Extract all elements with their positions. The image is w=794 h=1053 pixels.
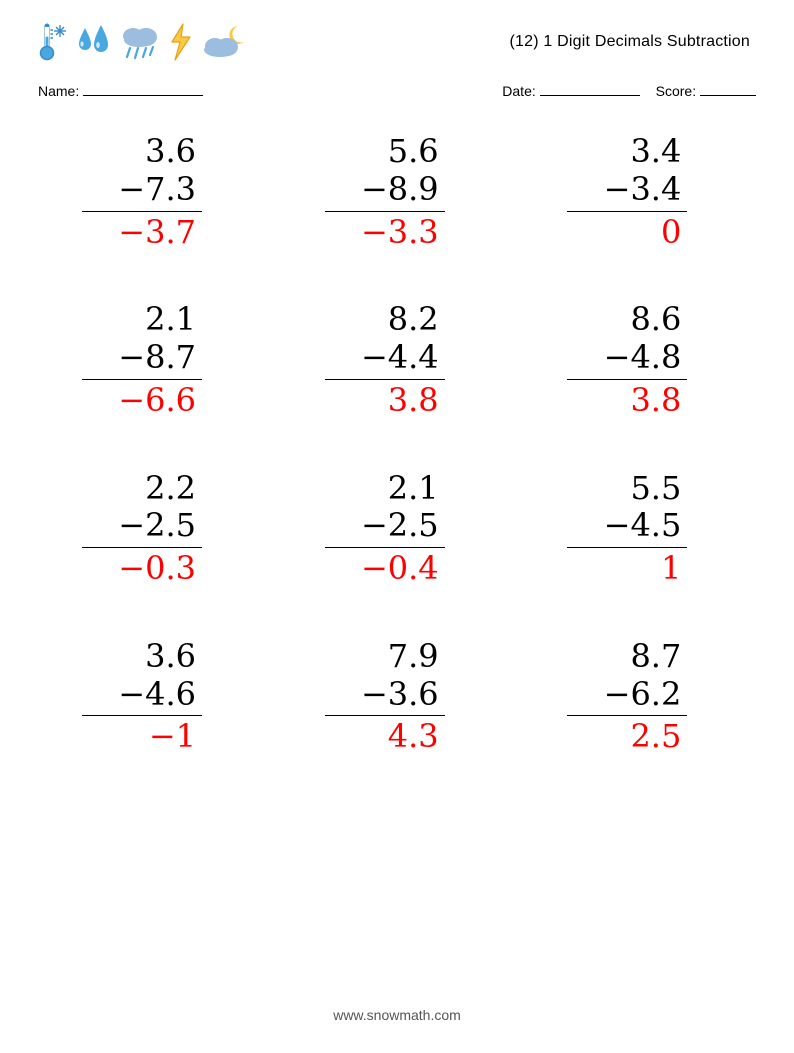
- subtrahend: −8.9: [325, 171, 445, 212]
- lightning-icon: [166, 22, 196, 62]
- problem-3: 3.4−3.40: [567, 133, 687, 251]
- answer: −3.3: [325, 212, 445, 252]
- subtrahend: −2.5: [325, 507, 445, 548]
- header-row: (12) 1 Digit Decimals Subtraction: [34, 20, 760, 64]
- problem-9: 5.5−4.51: [567, 470, 687, 588]
- minuend: 2.1: [82, 301, 202, 339]
- date-blank[interactable]: [540, 82, 640, 96]
- minuend: 8.2: [325, 301, 445, 339]
- date-label: Date:: [502, 83, 535, 99]
- subtrahend: −3.6: [325, 676, 445, 717]
- answer: −6.6: [82, 380, 202, 420]
- meta-left: Name:: [38, 82, 203, 99]
- subtrahend: −6.2: [567, 676, 687, 717]
- problem-11: 7.9−3.64.3: [325, 638, 445, 756]
- subtrahend: −3.4: [567, 171, 687, 212]
- problem-12: 8.7−6.22.5: [567, 638, 687, 756]
- answer: 1: [567, 548, 687, 588]
- problem-6: 8.6−4.83.8: [567, 301, 687, 419]
- problems-grid: 3.6−7.3−3.75.6−8.9−3.33.4−3.402.1−8.7−6.…: [34, 127, 760, 756]
- minuend: 8.7: [567, 638, 687, 676]
- date-group: Date:: [502, 82, 639, 99]
- minuend: 7.9: [325, 638, 445, 676]
- minuend: 2.2: [82, 470, 202, 508]
- raincloud-icon: [118, 22, 162, 62]
- answer: −0.4: [325, 548, 445, 588]
- footer-url: www.snowmath.com: [0, 1007, 794, 1023]
- subtrahend: −4.5: [567, 507, 687, 548]
- minuend: 2.1: [325, 470, 445, 508]
- problem-10: 3.6−4.6−1: [82, 638, 202, 756]
- name-label: Name:: [38, 83, 79, 99]
- minuend: 3.6: [82, 133, 202, 171]
- answer: −0.3: [82, 548, 202, 588]
- answer: −3.7: [82, 212, 202, 252]
- minuend: 5.6: [325, 133, 445, 171]
- cloud-moon-icon: [200, 22, 248, 62]
- worksheet-title: (12) 1 Digit Decimals Subtraction: [510, 33, 760, 51]
- subtrahend: −2.5: [82, 507, 202, 548]
- problem-5: 8.2−4.43.8: [325, 301, 445, 419]
- meta-right: Date: Score:: [502, 82, 756, 99]
- meta-row: Name: Date: Score:: [34, 82, 760, 99]
- problem-2: 5.6−8.9−3.3: [325, 133, 445, 251]
- problem-8: 2.1−2.5−0.4: [325, 470, 445, 588]
- thermometer-icon: [34, 22, 70, 62]
- minuend: 8.6: [567, 301, 687, 339]
- problem-4: 2.1−8.7−6.6: [82, 301, 202, 419]
- name-blank[interactable]: [83, 82, 203, 96]
- answer: 2.5: [567, 716, 687, 756]
- worksheet-page: (12) 1 Digit Decimals Subtraction Name: …: [0, 0, 794, 1053]
- subtrahend: −4.8: [567, 339, 687, 380]
- raindrops-icon: [74, 22, 114, 62]
- problem-1: 3.6−7.3−3.7: [82, 133, 202, 251]
- minuend: 3.6: [82, 638, 202, 676]
- subtrahend: −4.4: [325, 339, 445, 380]
- subtrahend: −8.7: [82, 339, 202, 380]
- minuend: 5.5: [567, 470, 687, 508]
- answer: 4.3: [325, 716, 445, 756]
- subtrahend: −7.3: [82, 171, 202, 212]
- score-label: Score:: [656, 83, 696, 99]
- answer: 3.8: [325, 380, 445, 420]
- answer: 0: [567, 212, 687, 252]
- minuend: 3.4: [567, 133, 687, 171]
- score-blank[interactable]: [700, 82, 756, 96]
- subtrahend: −4.6: [82, 676, 202, 717]
- score-group: Score:: [656, 82, 756, 99]
- answer: −1: [82, 716, 202, 756]
- answer: 3.8: [567, 380, 687, 420]
- problem-7: 2.2−2.5−0.3: [82, 470, 202, 588]
- icon-strip: [34, 20, 248, 64]
